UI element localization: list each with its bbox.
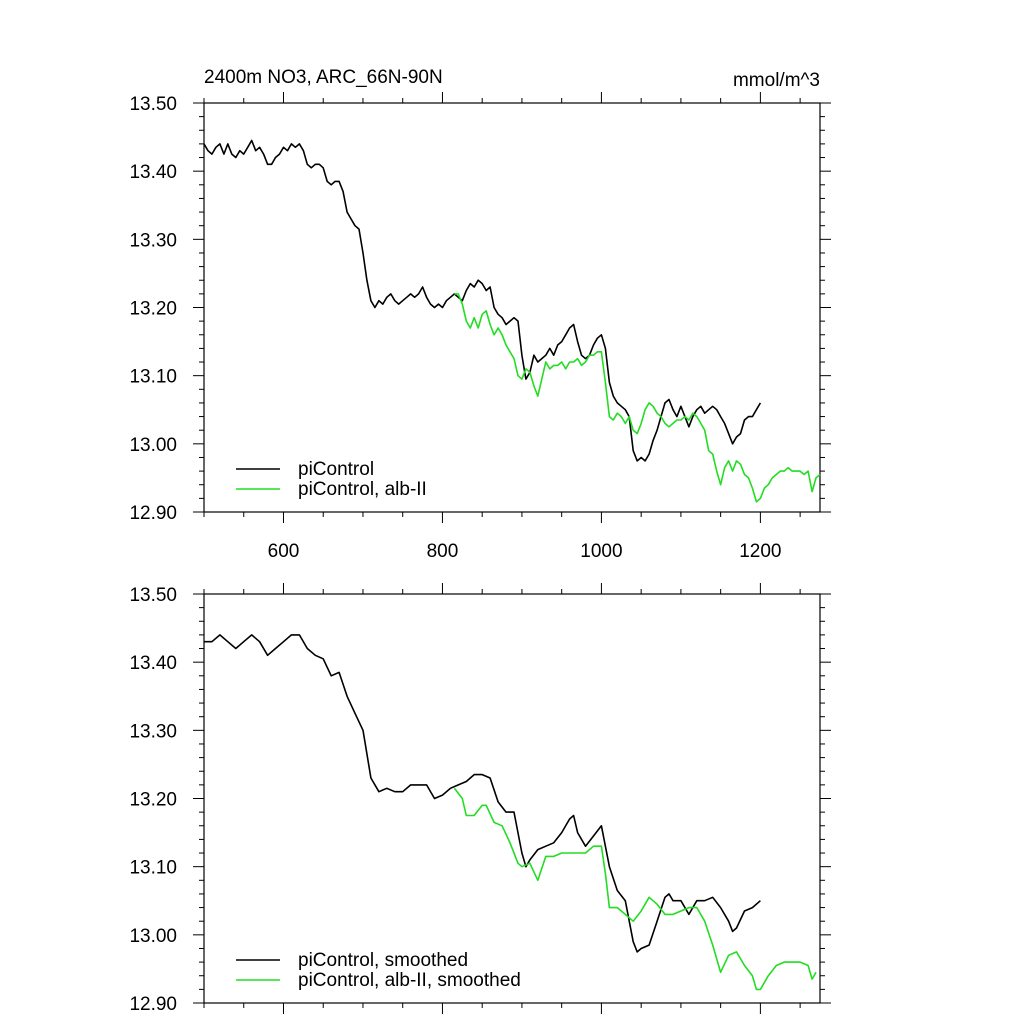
top-panel: 12.90 13.00 13.10 13.20 13.30 13.40 13.50 600 80… [129, 92, 831, 562]
plot-frame [203, 102, 821, 513]
series-line-picontrol-alb-ii [453, 787, 817, 991]
y-tick-label: 13.40 [129, 653, 177, 674]
y-tick-label: 13.20 [129, 790, 177, 811]
figure-title: 2400m NO3, ARC_66N-90N [204, 67, 443, 88]
y-tick-label: 13.50 [129, 585, 177, 606]
y-tick-label: 13.40 [129, 162, 177, 183]
y-tick-label: 13.10 [129, 858, 177, 879]
y-tick-label: 13.30 [129, 721, 177, 742]
y-tick-label: 13.30 [129, 230, 177, 251]
legend-label: piControl [298, 459, 374, 480]
x-tick-label: 1200 [739, 541, 781, 562]
y-tick-label: 13.50 [129, 94, 177, 115]
series-line-picontrol [204, 634, 761, 953]
plot-frame [203, 593, 821, 1004]
y-tick-label: 12.90 [129, 994, 177, 1015]
y-tick-label: 12.90 [129, 503, 177, 524]
units-label: mmol/m^3 [733, 70, 820, 91]
series-line-picontrol-alb-ii [454, 293, 821, 503]
y-tick-label: 13.00 [129, 435, 177, 456]
y-tick-label: 13.00 [129, 926, 177, 947]
x-tick-label: 800 [427, 541, 459, 562]
x-tick-label: 600 [268, 541, 300, 562]
y-tick-label: 13.10 [129, 367, 177, 388]
bottom-panel: 12.90 13.00 13.10 13.20 13.30 13.40 13.50 piCon… [129, 583, 831, 1015]
x-tick-label: 1000 [580, 541, 622, 562]
y-tick-label: 13.20 [129, 299, 177, 320]
legend-label: piControl, alb-II [298, 479, 427, 500]
legend-label: piControl, alb-II, smoothed [298, 970, 521, 991]
legend-label: piControl, smoothed [298, 950, 468, 971]
series-line-picontrol [203, 139, 762, 462]
